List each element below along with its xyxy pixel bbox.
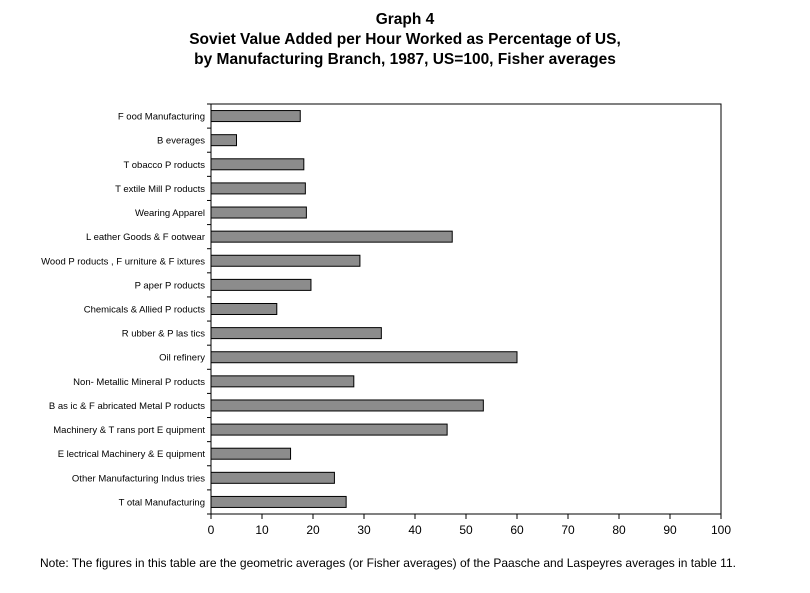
bar (210, 447, 292, 460)
bar (210, 182, 306, 195)
bar (210, 327, 382, 340)
category-label: B as ic & F abricated Metal P roducts (49, 401, 205, 412)
bar (210, 206, 307, 219)
category-label: F ood Manufacturing (118, 112, 205, 123)
category-label: Oil refinery (159, 353, 205, 364)
bar (210, 495, 347, 508)
bar (210, 351, 518, 364)
bar (210, 303, 278, 315)
category-label: L eather Goods & F ootwear (86, 232, 205, 243)
bar (210, 399, 484, 412)
title-line-3: by Manufacturing Branch, 1987, US=100, F… (194, 51, 616, 68)
category-label: P aper P roducts (135, 280, 206, 291)
chart-title: Graph 4 Soviet Value Added per Hour Work… (0, 10, 810, 70)
bar (210, 110, 301, 123)
title-line-2: Soviet Value Added per Hour Worked as Pe… (189, 31, 621, 48)
x-tick-label: 30 (357, 523, 371, 537)
x-tick-label: 60 (510, 523, 524, 537)
category-label: E lectrical Machinery & E quipment (58, 449, 206, 460)
category-label: Wood P roducts , F urniture & F ixtures (41, 256, 205, 267)
x-tick-label: 40 (408, 523, 422, 537)
x-tick-label: 10 (255, 523, 269, 537)
category-label: T otal Manufacturing (119, 497, 205, 508)
category-label: Chemicals & Allied P roducts (84, 305, 206, 316)
bar (210, 471, 335, 484)
bar (210, 158, 305, 171)
title-line-1: Graph 4 (375, 11, 435, 28)
x-tick-label: 50 (459, 523, 473, 537)
category-label: T extile Mill P roducts (115, 184, 205, 195)
chart-note: Note: The figures in this table are the … (40, 556, 736, 570)
x-tick-label: 80 (612, 523, 626, 537)
bar (210, 134, 237, 147)
bar (210, 230, 453, 243)
category-label: T obacco P roducts (123, 160, 205, 171)
category-label: Machinery & T rans port E quipment (53, 425, 205, 436)
bar (210, 423, 448, 436)
category-label: Non- Metallic Mineral P roducts (73, 377, 205, 388)
category-label: Other Manufacturing Indus tries (72, 473, 205, 484)
category-label: B everages (157, 136, 205, 147)
x-tick-label: 20 (306, 523, 320, 537)
bar (210, 254, 361, 267)
bar (210, 278, 312, 291)
x-tick-label: 90 (663, 523, 677, 537)
category-label: Wearing Apparel (135, 208, 205, 219)
category-label: R ubber & P las tics (122, 329, 206, 340)
x-tick-label: 100 (711, 523, 731, 537)
bar (210, 375, 355, 388)
x-tick-label: 70 (561, 523, 575, 537)
x-tick-label: 0 (208, 523, 215, 537)
